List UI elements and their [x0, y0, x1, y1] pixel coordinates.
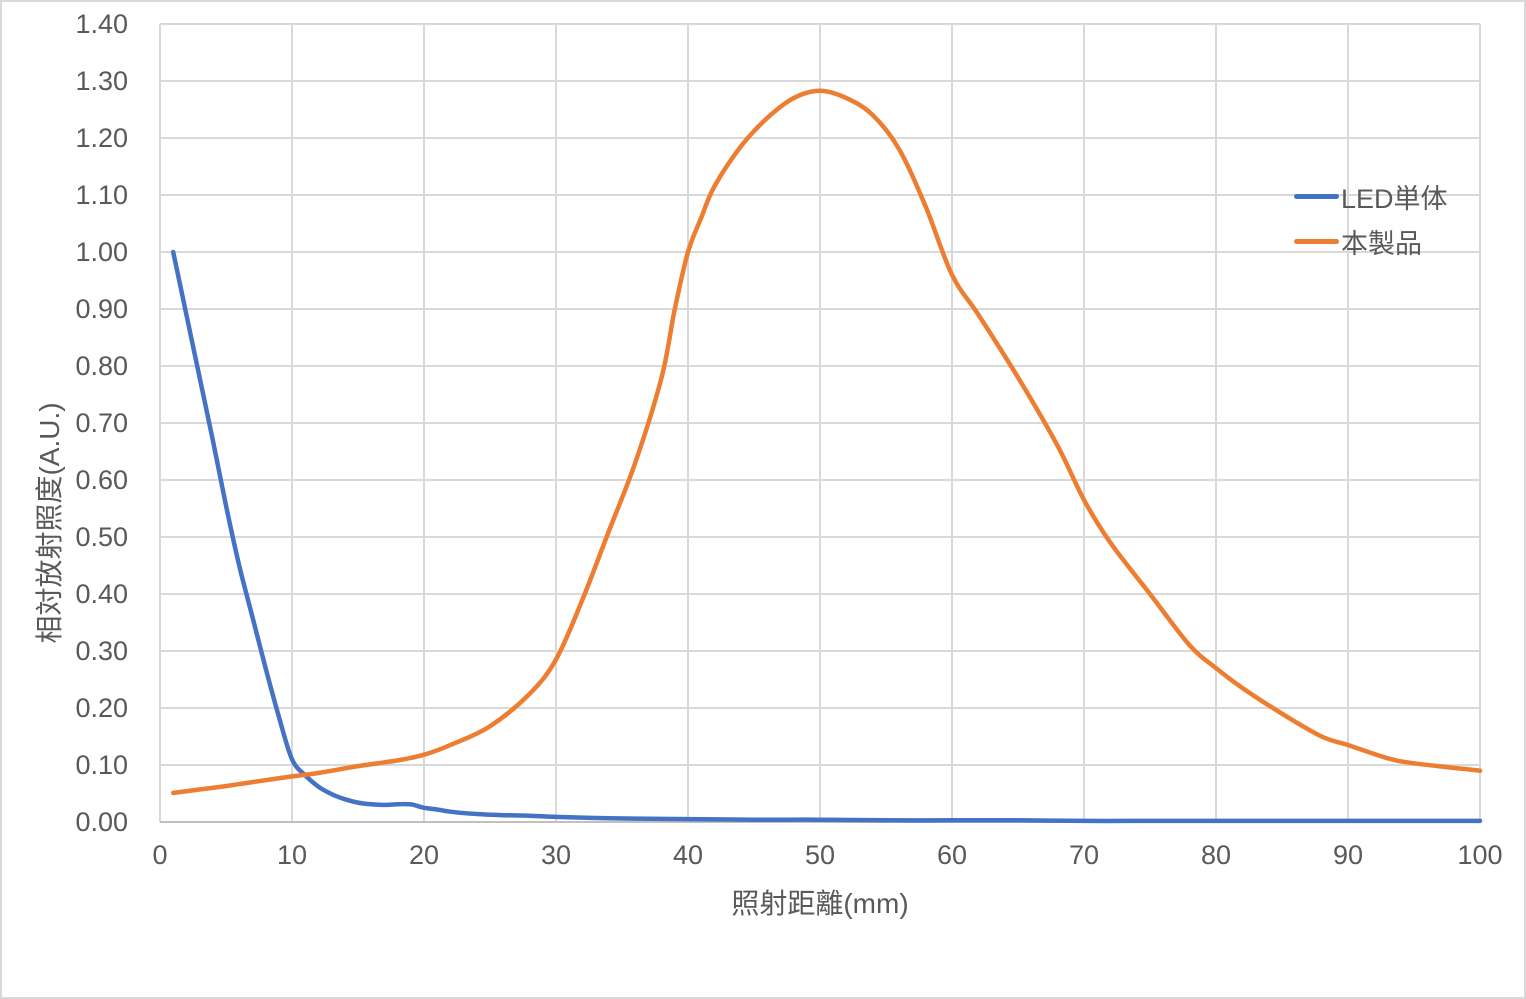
legend-label-led: LED単体 — [1341, 184, 1448, 214]
legend-swatch-product-icon — [1294, 239, 1339, 244]
y-tick-label: 0.70 — [75, 408, 128, 438]
y-tick-label: 1.20 — [75, 123, 128, 153]
y-tick-label: 0.50 — [75, 522, 128, 552]
x-tick-label: 30 — [540, 840, 572, 870]
x-tick-label: 60 — [936, 840, 968, 870]
x-tick-label: 20 — [408, 840, 440, 870]
x-tick-label: 90 — [1332, 840, 1364, 870]
y-tick-label: 1.40 — [75, 9, 128, 39]
x-tick-label: 100 — [1457, 840, 1503, 870]
x-tick-label: 80 — [1200, 840, 1232, 870]
gridlines — [159, 23, 1481, 822]
x-tick-label: 40 — [672, 840, 704, 870]
series-line-0 — [170, 249, 1483, 824]
x-tick-label: 70 — [1068, 840, 1100, 870]
legend: LED単体 本製品 — [1294, 174, 1448, 264]
series-line-1 — [170, 88, 1483, 796]
legend-label-product: 本製品 — [1341, 229, 1422, 259]
y-tick-label: 0.40 — [75, 579, 128, 609]
legend-item-product: 本製品 — [1294, 219, 1448, 264]
y-tick-label: 1.10 — [75, 180, 128, 210]
legend-item-led: LED単体 — [1294, 174, 1448, 219]
y-tick-label: 0.30 — [75, 636, 128, 666]
x-tick-label: 0 — [152, 840, 168, 870]
x-tick-label: 10 — [276, 840, 308, 870]
x-tick-label: 50 — [804, 840, 836, 870]
y-tick-label: 0.10 — [75, 750, 128, 780]
y-tick-label: 0.80 — [75, 351, 128, 381]
legend-swatch-led-icon — [1294, 194, 1339, 199]
y-tick-label: 0.60 — [75, 465, 128, 495]
x-axis-title: 照射距離(mm) — [731, 888, 909, 919]
series-lines — [170, 88, 1483, 824]
y-tick-label: 0.20 — [75, 693, 128, 723]
y-tick-label: 0.00 — [75, 807, 128, 837]
y-tick-label: 1.30 — [75, 66, 128, 96]
y-tick-label: 1.00 — [75, 237, 128, 267]
y-axis-title: 相対放射照度(A.U.) — [34, 402, 65, 644]
y-tick-label: 0.90 — [75, 294, 128, 324]
